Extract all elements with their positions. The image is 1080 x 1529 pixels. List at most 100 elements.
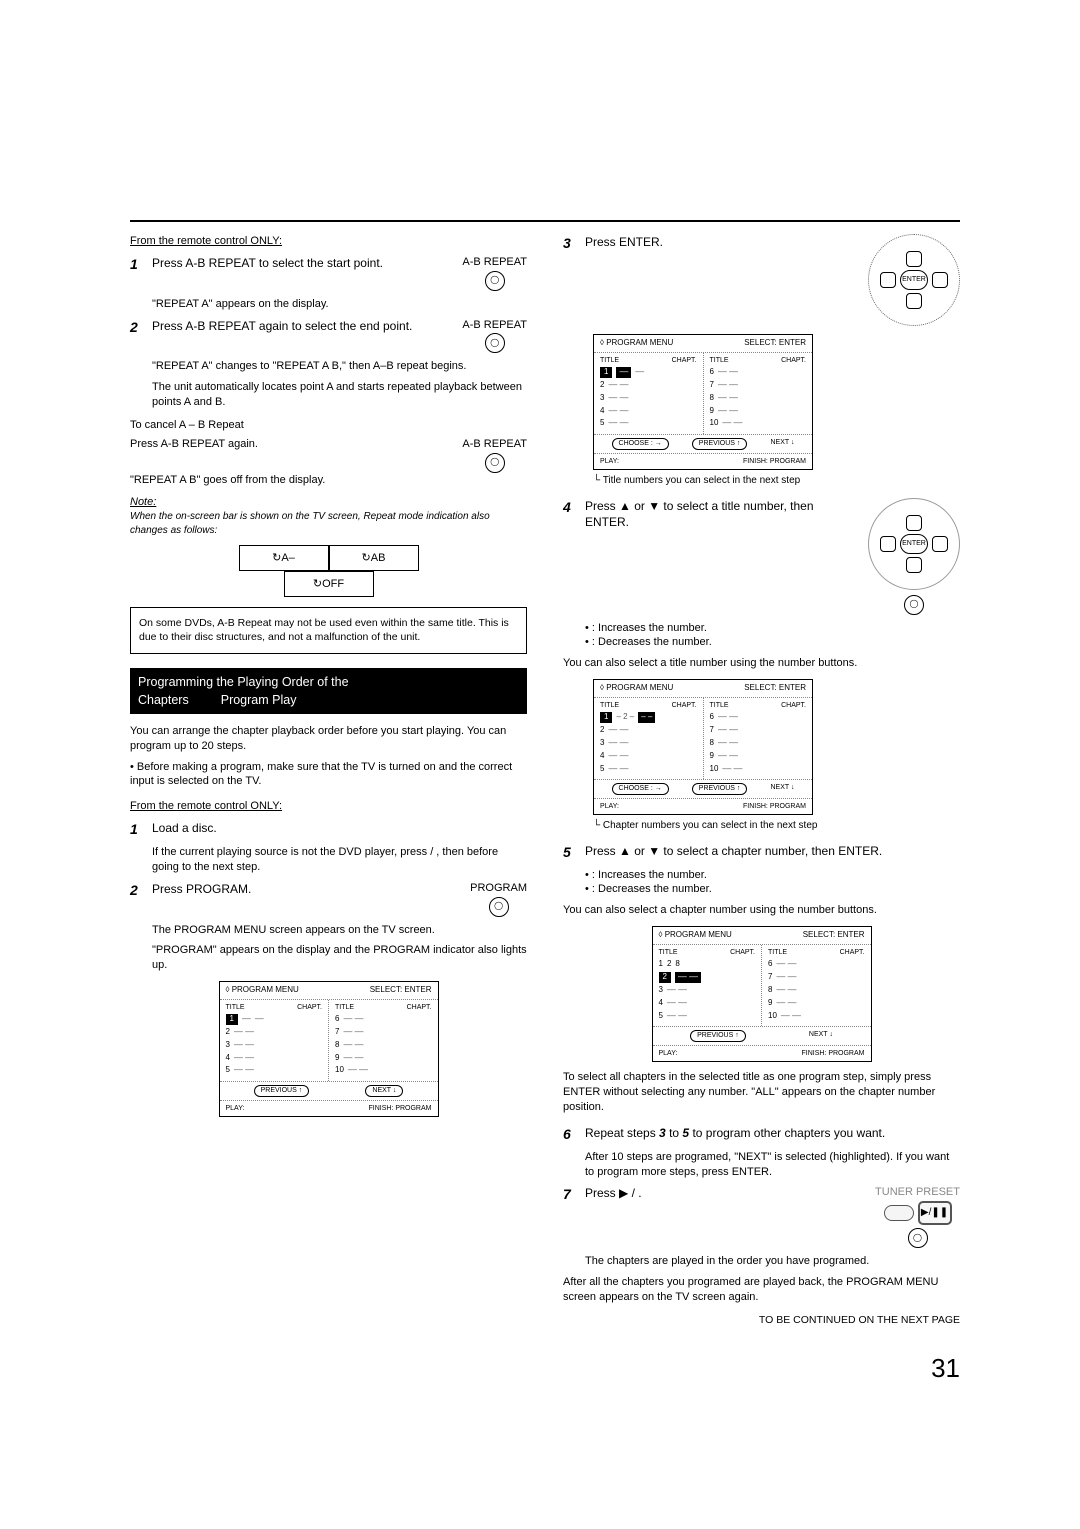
col-title: TITLE [335, 1003, 354, 1012]
step-label: Press ▲ or ▼ to select a chapter number,… [585, 843, 960, 859]
note-text: When the on-screen bar is shown on the T… [130, 510, 527, 537]
cancel-line: Press A-B REPEAT again. [130, 437, 452, 452]
program-step-2: 2 Press PROGRAM. PROGRAM ◯ [130, 881, 527, 917]
row-idx: 5 [600, 418, 604, 429]
row-idx: 9 [768, 998, 772, 1009]
step-label: Press ENTER. [585, 234, 858, 250]
row-ch-hl: – – [638, 712, 655, 723]
banner-line1: Programming the Playing Order of the [138, 673, 519, 691]
row-slot: –– –– [667, 1011, 687, 1022]
program-intro-1: You can arrange the chapter playback ord… [130, 724, 527, 754]
row-slot: –– –– [718, 380, 738, 391]
step-label: Repeat steps 3 to 5 to program other cha… [585, 1125, 960, 1141]
col-chapt: CHAPT. [781, 701, 806, 710]
post-step5-note: To select all chapters in the selected t… [563, 1070, 960, 1115]
ab-step-2: 2 Press A-B REPEAT again to select the e… [130, 318, 527, 354]
row-ch: –– [635, 367, 644, 378]
remote-only-label-2: From the remote control ONLY: [130, 799, 527, 814]
row-idx: 1 [600, 712, 612, 723]
dpad-enter-icon: ENTER [900, 534, 928, 554]
col-title: TITLE [226, 1003, 245, 1012]
row-idx: 1 [659, 959, 663, 970]
banner-word-2: Program Play [221, 693, 297, 707]
s4-sub: You can also select a title number using… [563, 656, 960, 671]
row-idx: 6 [710, 367, 714, 378]
remote-button-icon: ◯ [489, 897, 509, 917]
row-slot: –– –– [718, 406, 738, 417]
row-slot: –– –– [234, 1040, 254, 1051]
diagram-a-text: A– [281, 551, 294, 566]
play-pause-icon: TUNER PRESET ▶/❚❚ ◯ [875, 1185, 960, 1248]
remote-only-label: From the remote control ONLY: [130, 234, 527, 249]
right-column: 3 Press ENTER. ENTER [563, 234, 960, 1327]
banner-line2: ChaptersProgram Play [138, 691, 519, 709]
s5-b1: : Increases the number. [585, 868, 960, 883]
row-idx: 10 [710, 418, 719, 429]
program-button-icon: PROGRAM ◯ [470, 881, 527, 917]
remote-button-icon: ◯ [908, 1228, 928, 1248]
step-label: Press A-B REPEAT to select the start poi… [152, 255, 452, 271]
dpad-enter-icon: ENTER [900, 270, 928, 290]
row-slot: –– –– [348, 1065, 368, 1076]
step-number: 5 [563, 843, 577, 862]
menu-title: ◊ PROGRAM MENU [600, 683, 673, 694]
step-number: 2 [130, 881, 144, 917]
row-ch: –– [255, 1014, 264, 1025]
row-idx: 2 [226, 1027, 230, 1038]
row-idx: 6 [768, 959, 772, 970]
row-idx: 3 [659, 985, 663, 996]
diagram-cell-ab: ↻AB [329, 545, 419, 571]
row-idx: 3 [226, 1040, 230, 1051]
row-idx: 6 [335, 1014, 339, 1025]
s6-sub: After 10 steps are programed, "NEXT" is … [585, 1150, 960, 1180]
step-number: 1 [130, 820, 144, 839]
tuner-preset-button-icon [884, 1205, 914, 1221]
row-slot: –– –– [718, 367, 738, 378]
menu-next: NEXT ↓ [770, 783, 794, 794]
step-label: Press ▲ or ▼ to select a title number, t… [585, 498, 858, 530]
ab-repeat-icon: A-B REPEAT ◯ [462, 437, 527, 473]
row-idx: 4 [600, 751, 604, 762]
diagram-off-text: OFF [322, 577, 344, 592]
s4-b2: : Decreases the number. [585, 635, 960, 650]
s5-b2: : Decreases the number. [585, 882, 960, 897]
cancel-row: Press A-B REPEAT again. A-B REPEAT ◯ [130, 437, 527, 473]
menu-previous: PREVIOUS ↑ [692, 783, 748, 794]
dpad-left-icon [880, 536, 896, 552]
menu-title: ◊ PROGRAM MENU [226, 985, 299, 996]
row-idx: 10 [335, 1065, 344, 1076]
menu-select: SELECT: ENTER [370, 985, 432, 996]
row-slot: –– –– [776, 985, 796, 996]
s5-bullets: : Increases the number. : Decreases the … [585, 868, 960, 898]
repeat-glyph: ↻ [362, 551, 371, 566]
col-chapt: CHAPT. [840, 948, 865, 957]
row-slot: –– –– [781, 1011, 801, 1022]
dpad-right-icon [932, 272, 948, 288]
row-idx: 3 [600, 393, 604, 404]
cancel-heading: To cancel A – B Repeat [130, 418, 527, 433]
step-label: Press PROGRAM. [152, 881, 460, 897]
remote-button-icon: ◯ [485, 453, 505, 473]
page-number: 31 [130, 1351, 960, 1386]
section-banner: Programming the Playing Order of the Cha… [130, 668, 527, 714]
row-title: 2 [667, 959, 671, 970]
col-chapt: CHAPT. [781, 356, 806, 365]
row-idx: 7 [768, 972, 772, 983]
row-idx: 9 [335, 1053, 339, 1064]
dpad-left-icon [880, 272, 896, 288]
remote-button-icon: ◯ [485, 271, 505, 291]
menu-previous: PREVIOUS ↑ [254, 1085, 310, 1096]
col-chapt: CHAPT. [672, 356, 697, 365]
page-top-rule [130, 220, 960, 222]
diagram-cell-off: ↻OFF [284, 571, 374, 597]
row-idx: 7 [710, 725, 714, 736]
step-label: Press A-B REPEAT again to select the end… [152, 318, 452, 334]
menu-next: NEXT ↓ [365, 1085, 403, 1096]
row-idx: 7 [335, 1027, 339, 1038]
col-chapt: CHAPT. [297, 1003, 322, 1012]
dpad-right-icon [932, 536, 948, 552]
row-slot: –– –– [722, 764, 742, 775]
remote-button-icon: ◯ [904, 595, 924, 615]
row-slot: –– –– [667, 998, 687, 1009]
row-slot: –– –– [776, 959, 796, 970]
